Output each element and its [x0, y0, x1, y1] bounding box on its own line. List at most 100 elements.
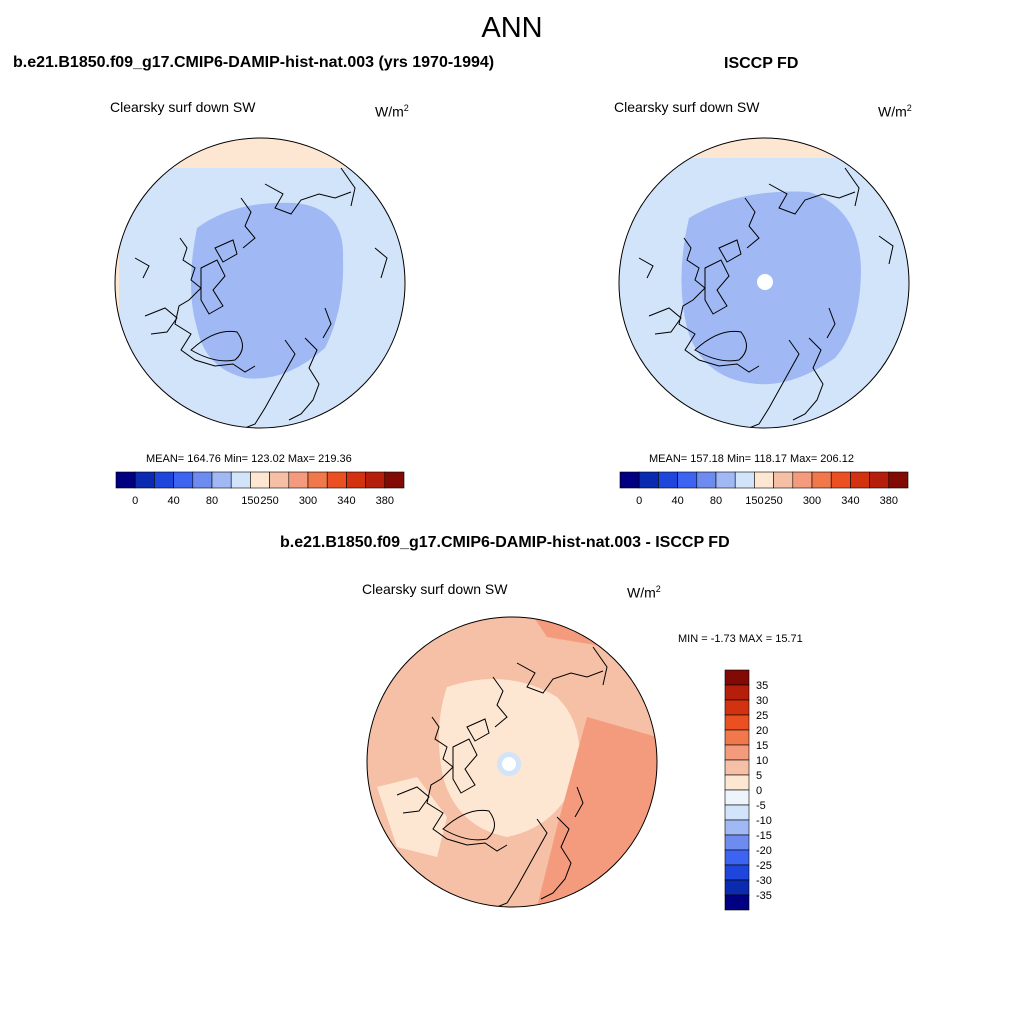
main-title: ANN — [481, 12, 543, 44]
obs-stats: MEAN= 157.18 Min= 118.17 Max= 206.12 — [649, 453, 854, 465]
diff-colorbar-tick: -20 — [756, 845, 772, 857]
obs-colorbar-box — [888, 471, 909, 489]
diff-colorbar-tick: -10 — [756, 815, 772, 827]
diff-subtitle: Clearsky surf down SW — [362, 581, 508, 597]
model-colorbar-box — [115, 471, 136, 489]
model-mid-blue-region — [191, 202, 344, 379]
obs-colorbar-tick: 150 — [745, 495, 763, 507]
diff-stats: MIN = -1.73 MAX = 15.71 — [678, 633, 803, 645]
model-colorbar-tick: 380 — [376, 495, 394, 507]
model-colorbar-tick: 250 — [260, 495, 278, 507]
diff-colorbar-tick: -30 — [756, 875, 772, 887]
obs-colorbar-box — [734, 471, 755, 489]
obs-colorbar-box — [754, 471, 774, 489]
obs-colorbar-tick: 300 — [803, 495, 821, 507]
diff-colorbar-box — [724, 684, 750, 701]
model-colorbar-box — [269, 471, 290, 489]
diff-colorbar-box — [724, 819, 750, 836]
model-polar-map — [114, 137, 406, 429]
diff-colorbar-tick: -35 — [756, 890, 772, 902]
diff-polar-map — [366, 616, 658, 908]
model-colorbar-tick: 340 — [337, 495, 355, 507]
model-colorbar-tick: 150 — [241, 495, 259, 507]
diff-colorbar-box — [724, 774, 750, 791]
obs-colorbar-box — [773, 471, 794, 489]
diff-colorbar-tick: 35 — [756, 680, 768, 692]
obs-colorbar-box — [677, 471, 698, 489]
diff-colorbar-tick: 20 — [756, 725, 768, 737]
model-colorbar-box — [250, 471, 270, 489]
model-colorbar-tick: 300 — [299, 495, 317, 507]
model-colorbar-box — [288, 471, 309, 489]
model-colorbar-box — [173, 471, 194, 489]
diff-units: W/m2 — [627, 584, 661, 601]
obs-colorbar-tick: 380 — [880, 495, 898, 507]
obs-colorbar-box — [658, 471, 678, 489]
diff-colorbar-box — [724, 879, 750, 896]
diff-colorbar-tick: 10 — [756, 755, 768, 767]
diff-colorbar-tick: 30 — [756, 695, 768, 707]
obs-polar-map — [618, 137, 910, 429]
diff-colorbar-box — [724, 759, 750, 776]
diff-colorbar-box — [724, 894, 750, 911]
model-colorbar: 0 40 80 150 250 300 340 380 — [115, 471, 405, 507]
model-units: W/m2 — [375, 103, 409, 120]
diff-colorbar-tick: -15 — [756, 830, 772, 842]
model-panel-title: b.e21.B1850.f09_g17.CMIP6-DAMIP-hist-nat… — [13, 54, 495, 71]
model-stats: MEAN= 164.76 Min= 123.02 Max= 219.36 — [146, 453, 352, 465]
diff-colorbar-box — [724, 714, 750, 731]
diff-colorbar-tick: -25 — [756, 860, 772, 872]
obs-colorbar-box — [811, 471, 832, 489]
diff-colorbar-box — [724, 834, 750, 851]
obs-subtitle: Clearsky surf down SW — [614, 99, 760, 115]
obs-coastlines — [638, 167, 894, 428]
diff-colorbar-box — [724, 789, 750, 806]
diff-colorbar-tick: 5 — [756, 770, 762, 782]
model-coastlines — [134, 167, 388, 428]
model-colorbar-tick: 80 — [206, 495, 218, 507]
model-colorbar-box — [134, 471, 155, 489]
obs-colorbar-box — [830, 471, 851, 489]
obs-missing-data-pole — [757, 274, 773, 290]
obs-mid-blue-region — [681, 191, 861, 385]
diff-colorbar-box — [724, 699, 750, 716]
diff-coastlines — [396, 646, 608, 907]
diff-colorbar-box — [724, 729, 750, 746]
diff-colorbar-tick: -5 — [756, 800, 766, 812]
diff-colorbar-box — [724, 744, 750, 761]
diff-colorbar-box — [724, 804, 750, 821]
obs-colorbar-tick: 40 — [671, 495, 683, 507]
model-colorbar-tick: 0 — [132, 495, 138, 507]
obs-colorbar-tick: 340 — [841, 495, 859, 507]
diff-colorbar: 35 30 25 20 15 10 5 0 -5 -10 -15 -20 -25 -30 -35 — [724, 669, 772, 911]
model-colorbar-box — [365, 471, 386, 489]
model-colorbar-box — [307, 471, 328, 489]
model-colorbar-box — [192, 471, 213, 489]
obs-units: W/m2 — [878, 103, 912, 120]
obs-colorbar-tick: 250 — [764, 495, 782, 507]
model-colorbar-box — [346, 471, 366, 489]
diff-colorbar-tick: 0 — [756, 785, 762, 797]
model-colorbar-box — [154, 471, 174, 489]
obs-colorbar-box — [715, 471, 736, 489]
model-colorbar-box — [326, 471, 347, 489]
model-colorbar-box — [384, 471, 405, 489]
obs-colorbar: 0 40 80 150 250 300 340 380 — [619, 471, 909, 507]
obs-colorbar-box — [638, 471, 659, 489]
obs-colorbar-box — [869, 471, 890, 489]
obs-colorbar-tick: 0 — [636, 495, 642, 507]
model-subtitle: Clearsky surf down SW — [110, 99, 256, 115]
diff-colorbar-box — [724, 669, 750, 686]
diff-pole-missing — [502, 757, 516, 771]
obs-colorbar-box — [792, 471, 813, 489]
model-colorbar-box — [230, 471, 251, 489]
obs-panel-title: ISCCP FD — [724, 55, 799, 72]
diff-colorbar-tick: 25 — [756, 710, 768, 722]
diff-colorbar-box — [724, 864, 750, 881]
obs-colorbar-box — [619, 471, 640, 489]
model-colorbar-tick: 40 — [167, 495, 179, 507]
obs-colorbar-box — [696, 471, 717, 489]
diff-colorbar-tick: 15 — [756, 740, 768, 752]
diff-colorbar-box — [724, 849, 750, 866]
obs-colorbar-tick: 80 — [710, 495, 722, 507]
